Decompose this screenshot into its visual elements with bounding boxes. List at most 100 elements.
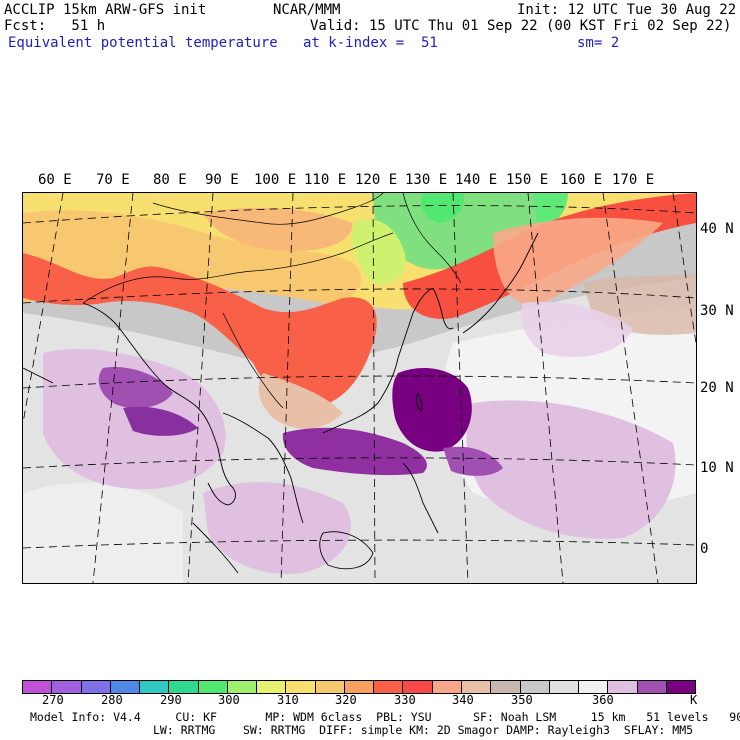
colorbar-tick-label: 270 xyxy=(42,693,64,707)
colorbar-tick-label: 290 xyxy=(160,693,182,707)
colorbar-segment xyxy=(110,681,141,693)
graticule xyxy=(23,193,696,583)
colorbar-tick-label: 280 xyxy=(101,693,123,707)
model-info-line: Model Info: V4.4 CU: KF MP: WDM 6class P… xyxy=(30,710,740,724)
colorbar-segment xyxy=(52,681,82,693)
parallel-line xyxy=(23,539,696,549)
colorbar-segment xyxy=(374,681,404,693)
colorbar-segment xyxy=(227,681,258,693)
colorbar-segment xyxy=(549,681,580,693)
field-yellowgreen-region xyxy=(351,219,406,284)
parallel-line xyxy=(23,375,696,389)
field-light-orange-region xyxy=(203,207,353,252)
coastline-taiwan xyxy=(416,392,423,412)
colorbar-segment xyxy=(81,681,111,693)
field-purple-region xyxy=(443,446,503,476)
coastline-borneo xyxy=(319,531,374,570)
init-time: Init: 12 UTC Tue 30 Aug 22 xyxy=(517,2,737,18)
forecast-hour: Fcst: 51 h xyxy=(4,18,106,34)
lon-label: 140 E xyxy=(455,172,498,188)
colorbar-segment xyxy=(169,681,199,693)
color-scale-bar xyxy=(22,680,696,694)
valid-time: Valid: 15 UTC Thu 01 Sep 22 (00 KST Fri … xyxy=(310,18,732,34)
lon-label: 160 E xyxy=(560,172,603,188)
meridian-line xyxy=(280,193,294,583)
lon-label: 100 E xyxy=(254,172,297,188)
colorbar-tick-label: 340 xyxy=(452,693,474,707)
parallel-line xyxy=(23,205,696,224)
colorbar-segment xyxy=(666,681,696,693)
lon-label: 150 E xyxy=(506,172,549,188)
lon-label: 60 E xyxy=(38,172,72,188)
lon-label: 130 E xyxy=(405,172,448,188)
colorbar-segment xyxy=(403,681,433,693)
field-salmon-region xyxy=(493,217,663,305)
field-green-region xyxy=(373,193,546,270)
colorbar-segment xyxy=(23,681,53,693)
field-purple-region xyxy=(98,367,173,409)
field-lavender-region xyxy=(203,482,351,574)
colorbar-segment xyxy=(461,681,492,693)
country-borders xyxy=(402,193,462,284)
lon-label: 70 E xyxy=(96,172,130,188)
colorbar-tick-label: 310 xyxy=(277,693,299,707)
coastlines xyxy=(23,193,539,574)
meridian-line xyxy=(527,193,564,583)
coastline-sumatra xyxy=(192,522,239,574)
coastline-southeast-asia xyxy=(222,412,304,524)
coastline-korea xyxy=(432,287,454,330)
coastline-philippines xyxy=(402,462,439,534)
lat-label: 30 N xyxy=(700,303,734,319)
colorbar-segment xyxy=(344,681,375,693)
field-red-region xyxy=(23,253,377,408)
colorbar-tick-label: 350 xyxy=(511,693,533,707)
colorbar-tick-label: 300 xyxy=(218,693,240,707)
lat-label: 0 xyxy=(700,541,709,557)
colorbar-segment xyxy=(608,681,638,693)
colorbar-units: K xyxy=(690,693,698,707)
field-name: Equivalent potential temperature xyxy=(8,35,278,51)
field-tan-region xyxy=(258,373,343,429)
colorbar-segment xyxy=(491,681,521,693)
physics-info-line: LW: RRTMG SW: RRTMG DIFF: simple KM: 2D … xyxy=(153,723,694,737)
meridian-line xyxy=(602,193,659,583)
smoothing-label: sm= 2 xyxy=(577,35,620,51)
meridian-line xyxy=(452,193,469,583)
map-panel xyxy=(22,192,697,584)
meridian-line xyxy=(372,193,376,583)
parallel-line xyxy=(23,288,696,304)
level-label: at k-index = 51 xyxy=(303,35,438,51)
model-title: ACCLIP 15km ARW-GFS init xyxy=(4,2,207,18)
coastline-japan xyxy=(462,232,539,334)
field-deep-purple-region xyxy=(282,427,427,476)
field-white-region xyxy=(23,482,183,583)
colorbar-segment xyxy=(432,681,462,693)
meridian-line xyxy=(92,193,134,583)
country-borders xyxy=(152,193,384,225)
colorbar-segment xyxy=(637,681,667,693)
field-lavender-region xyxy=(466,400,676,539)
colorbar-tick-label: 360 xyxy=(592,693,614,707)
colorbar-segment xyxy=(520,681,550,693)
field-lavender-region xyxy=(521,301,633,357)
colorbar-tick-label: 320 xyxy=(335,693,357,707)
center-label: NCAR/MMM xyxy=(273,2,341,18)
colorbar-segment xyxy=(257,681,287,693)
colorbar-segment xyxy=(286,681,316,693)
lon-label: 170 E xyxy=(612,172,655,188)
coastline-arabia xyxy=(23,367,54,384)
country-borders xyxy=(82,232,394,304)
field-green-region xyxy=(533,193,568,228)
coastline-india xyxy=(82,302,236,506)
parallel-line xyxy=(23,457,696,469)
country-borders xyxy=(222,312,284,409)
lon-label: 110 E xyxy=(304,172,347,188)
colorbar-segment xyxy=(579,681,609,693)
lat-label: 40 N xyxy=(700,221,734,237)
colorbar-segment xyxy=(315,681,345,693)
lon-label: 80 E xyxy=(153,172,187,188)
colorbar-segment xyxy=(198,681,228,693)
meridian-line xyxy=(187,193,214,583)
lat-label: 10 N xyxy=(700,460,734,476)
theta-e-field-map xyxy=(23,193,696,583)
